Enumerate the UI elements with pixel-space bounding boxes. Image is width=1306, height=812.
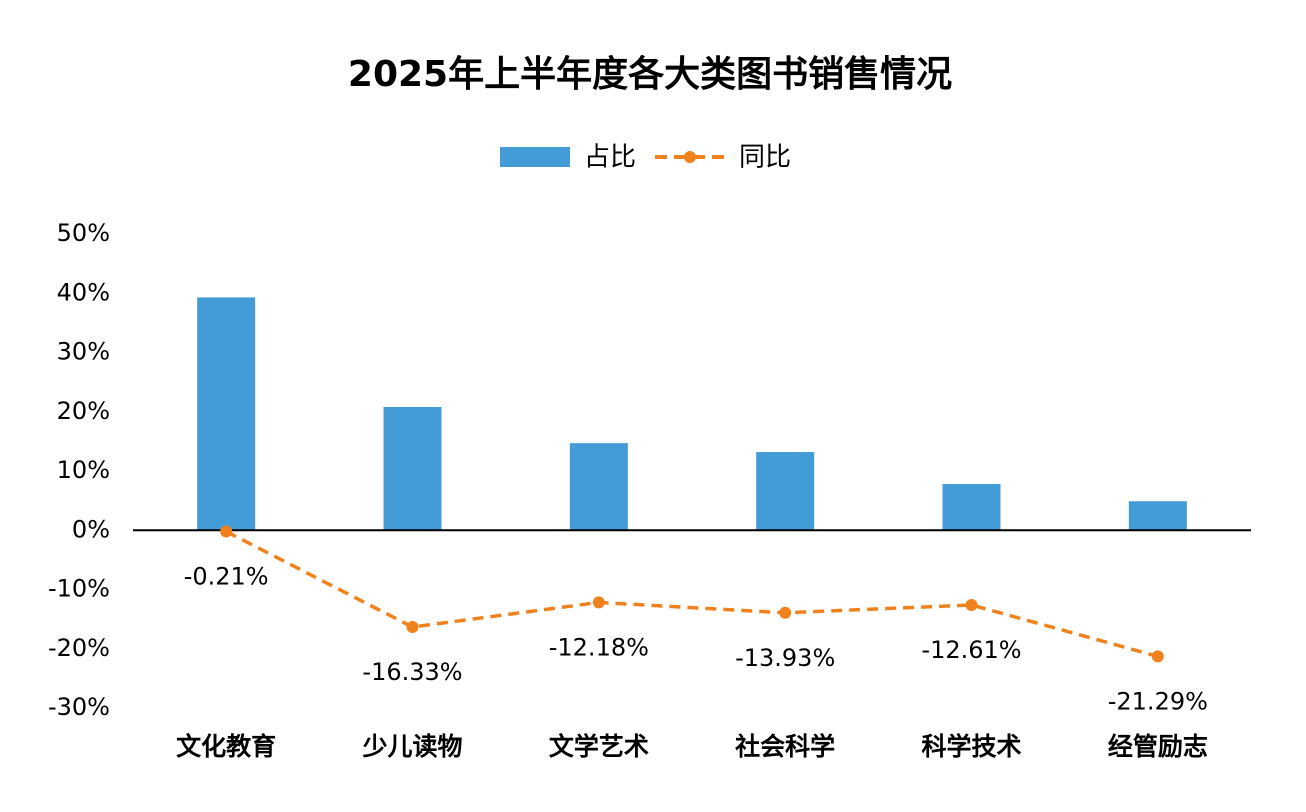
legend-label: 占比: [584, 143, 636, 173]
y-tick-label: 30%: [57, 338, 110, 366]
line-point: [779, 606, 792, 619]
data-label: -21.29%: [1108, 687, 1208, 715]
x-tick-label: 社会科学: [735, 732, 835, 761]
bar: [197, 297, 256, 531]
x-tick-label: 科学技术: [921, 732, 1021, 761]
x-tick-label: 文化教育: [176, 732, 276, 761]
y-tick-label: 10%: [57, 456, 110, 484]
chart-title: 2025年上半年度各大类图书销售情况: [348, 54, 952, 95]
data-label: -12.61%: [921, 636, 1021, 664]
legend-swatch: [684, 151, 696, 163]
line-point: [592, 596, 605, 609]
data-label: -13.93%: [735, 644, 835, 672]
y-tick-label: -10%: [48, 575, 110, 603]
line-point: [965, 598, 978, 611]
y-tick-label: -20%: [48, 634, 110, 662]
line-point: [406, 621, 419, 634]
x-tick-label: 经管励志: [1108, 732, 1208, 761]
line-point: [1151, 650, 1164, 663]
y-tick-label: 40%: [57, 278, 110, 306]
bar: [569, 443, 628, 531]
bar: [942, 484, 1001, 531]
legend-swatch: [500, 147, 570, 167]
data-label: -12.18%: [549, 633, 649, 661]
bar: [1128, 501, 1187, 531]
bar: [383, 407, 442, 531]
y-tick-label: -30%: [48, 693, 110, 721]
line: [225, 529, 1159, 659]
data-label: -16.33%: [362, 658, 462, 686]
y-tick-label: 0%: [72, 515, 110, 543]
data-label: -0.21%: [184, 562, 269, 590]
legend-label: 同比: [739, 143, 791, 173]
line-point: [220, 525, 233, 538]
x-tick-label: 少儿读物: [361, 732, 462, 761]
y-tick-label: 20%: [57, 397, 110, 425]
bar: [756, 452, 815, 531]
y-tick-label: 50%: [57, 219, 110, 247]
x-tick-label: 文学艺术: [549, 732, 649, 761]
